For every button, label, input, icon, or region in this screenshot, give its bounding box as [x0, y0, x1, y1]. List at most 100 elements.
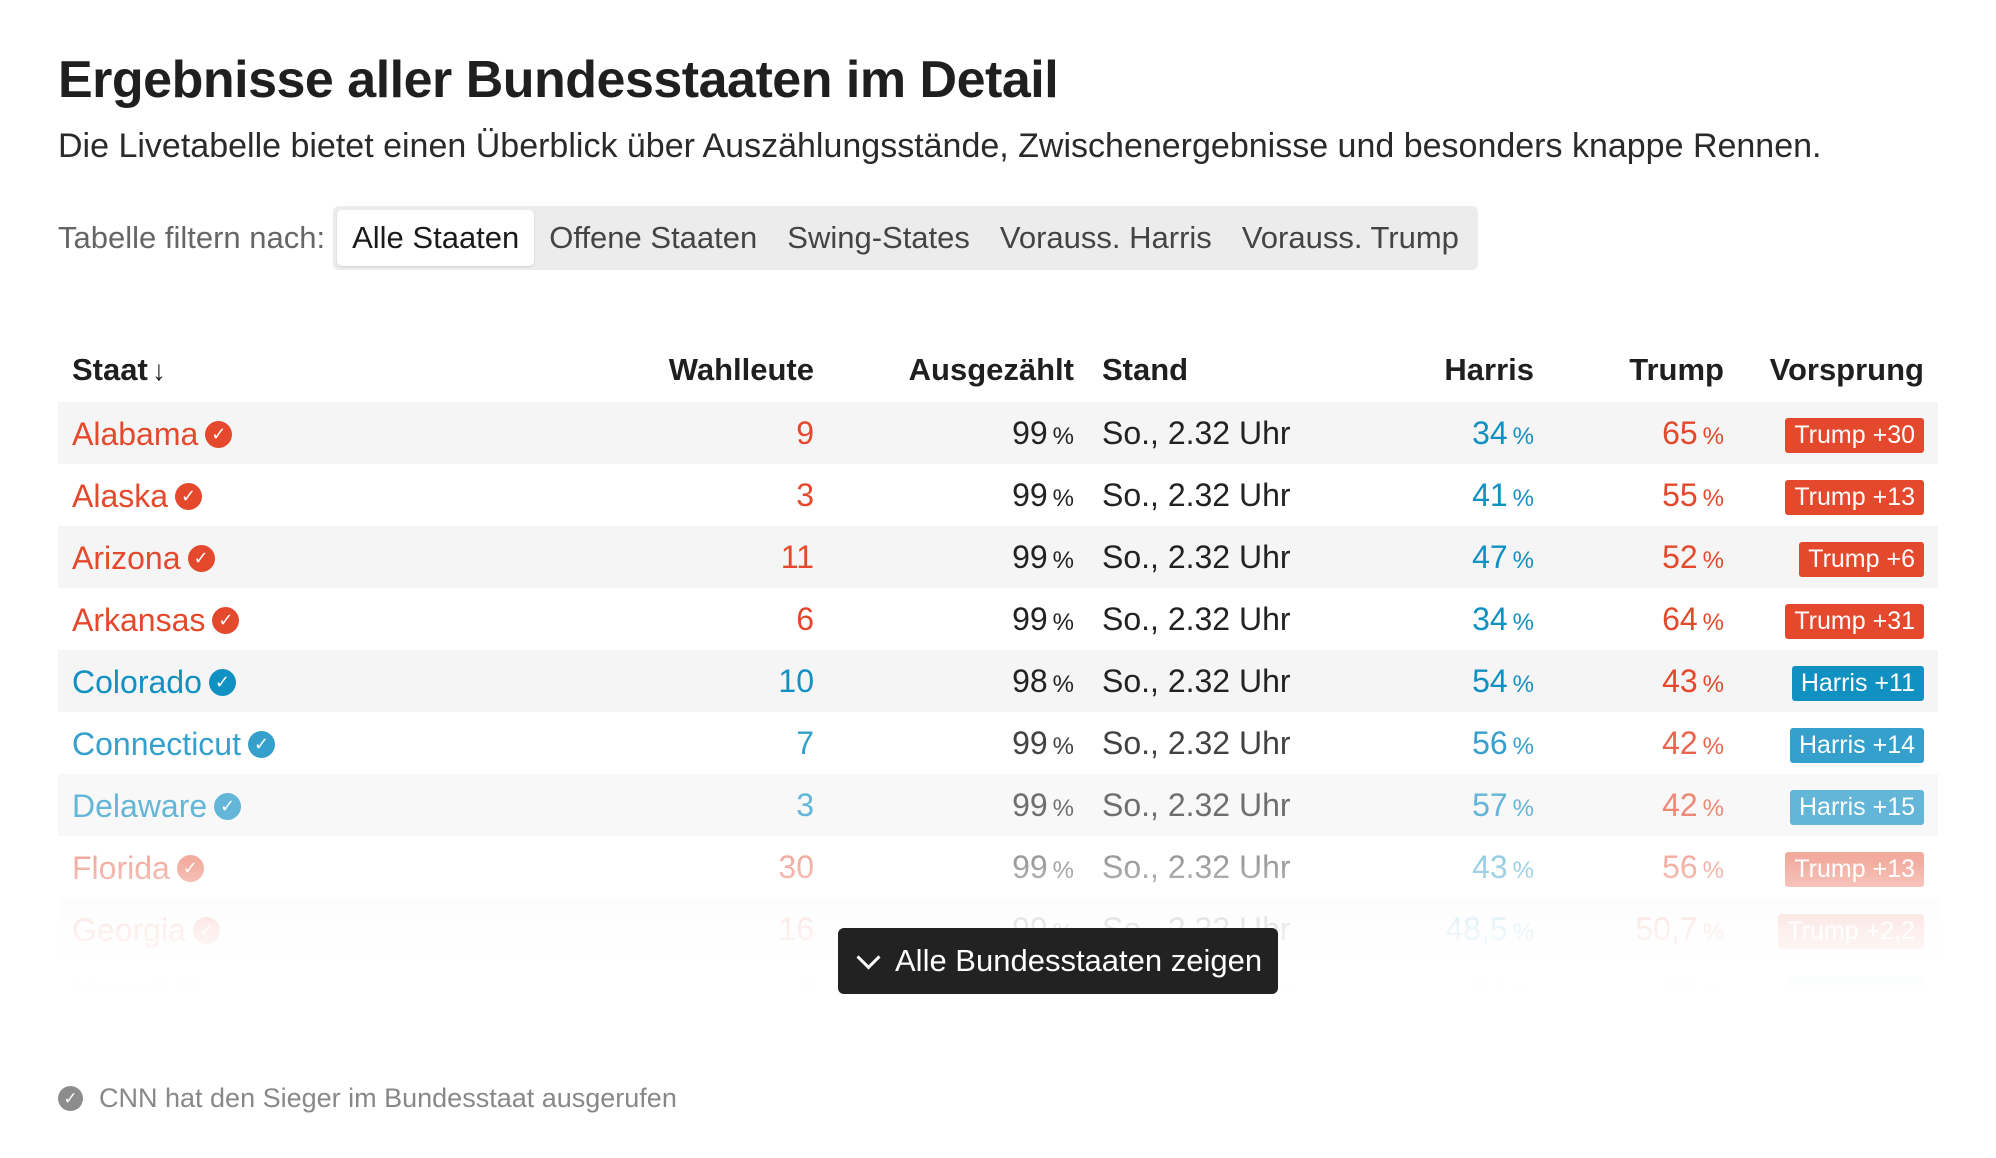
percent-sign: %	[1702, 732, 1724, 760]
lead-badge: Trump +6	[1799, 541, 1924, 577]
percent-sign: %	[1052, 670, 1074, 698]
lead-badge: Trump +31	[1785, 603, 1924, 639]
lead-cell: Trump +6	[1738, 526, 1938, 588]
filter-projected-trump[interactable]: Vorauss. Trump	[1241, 220, 1459, 255]
time-cell: So., 2.32 Uhr	[1088, 650, 1348, 712]
check-circle-icon: ✓	[208, 668, 236, 696]
percent-sign: %	[1512, 732, 1534, 760]
percent-sign: %	[1512, 670, 1534, 698]
percent-sign: %	[1512, 484, 1534, 512]
percent-sign: %	[1702, 856, 1724, 884]
table-row[interactable]: Alaska ✓ 3 99% So., 2.32 Uhr 41% 55% Trump +13	[58, 464, 1938, 526]
percent-sign: %	[1052, 484, 1074, 512]
table-row[interactable]: Arkansas ✓ 6 99% So., 2.32 Uhr 34% 64% Trump +3…	[58, 588, 1938, 650]
counted-cell: 98%	[828, 650, 1088, 712]
state-cell: Georgia ✓	[58, 898, 528, 960]
harris-cell: 47%	[1348, 526, 1548, 588]
results-table: Staat ↓ Wahlleute Ausgezählt Stand Harris…	[58, 338, 1938, 1022]
table-row[interactable]: Colorado ✓ 10 98% So., 2.32 Uhr 54% 43% Harris …	[58, 650, 1938, 712]
state-name: Florida	[72, 849, 170, 886]
trump-cell: 55%	[1662, 476, 1724, 513]
electors-cell: 6	[796, 600, 814, 637]
filter-segmented-control: Alle Staaten Offene Staaten Swing-States…	[333, 206, 1478, 270]
harris-cell: 34%	[1472, 600, 1534, 637]
page-subtitle: Die Livetabelle bietet einen Überblick ü…	[58, 127, 1822, 165]
trump-cell: 38%	[1662, 972, 1724, 1009]
trump-cell: 56%	[1662, 848, 1724, 885]
harris-cell: 54%	[1348, 650, 1548, 712]
table-row[interactable]: Arizona ✓ 11 99% So., 2.32 Uhr 47% 52% Trump +6	[58, 526, 1938, 588]
time-cell: So., 2.32 Uhr	[1102, 848, 1291, 885]
state-name: Delaware	[72, 787, 208, 824]
table-row[interactable]: Connecticut ✓ 7 99% So., 2.32 Uhr 56% 42% Harri…	[58, 712, 1938, 774]
state-name: Colorado	[72, 663, 202, 700]
check-circle-icon: ✓	[212, 606, 240, 634]
column-header-lead[interactable]: Vorsprung	[1769, 352, 1924, 387]
electors-cell: 3	[528, 774, 828, 836]
percent-sign: %	[1052, 422, 1074, 450]
lead-cell: Trump +13	[1738, 836, 1938, 898]
state-cell: Arkansas ✓	[58, 588, 528, 650]
trump-cell: 43%	[1548, 650, 1738, 712]
harris-cell: 48,5%	[1348, 898, 1548, 960]
lead-cell: Trump +30	[1738, 402, 1938, 464]
check-circle-icon: ✓	[247, 730, 275, 758]
trump-cell: 52%	[1548, 526, 1738, 588]
state-name: Alaska	[72, 477, 169, 514]
page-title: Ergebnisse aller Bundesstaaten im Detail	[58, 51, 1059, 109]
column-header-electors[interactable]: Wahlleute	[668, 352, 814, 387]
check-circle-icon: ✓	[58, 1086, 83, 1111]
state-cell: Alaska ✓	[58, 464, 528, 526]
state-cell: Delaware ✓	[58, 774, 528, 836]
check-circle-icon: ✓	[175, 482, 203, 510]
column-header-counted[interactable]: Ausgezählt	[908, 352, 1074, 387]
lead-cell: Harris +14	[1738, 712, 1938, 774]
state-cell: Colorado ✓	[58, 650, 528, 712]
column-header-state[interactable]: Staat ↓	[72, 352, 166, 387]
electors-cell: 30	[778, 848, 814, 885]
column-header-time[interactable]: Stand	[1102, 352, 1189, 387]
percent-sign: %	[1512, 856, 1534, 884]
table-row[interactable]: Delaware ✓ 3 99% So., 2.32 Uhr 57% 42% Harris +…	[58, 774, 1938, 836]
percent-sign: %	[1702, 546, 1724, 574]
counted-cell: 99%	[1012, 724, 1074, 761]
check-circle-icon: ✓	[175, 978, 203, 1006]
lead-badge: Harris +23	[1789, 975, 1924, 1011]
state-cell: Alabama ✓	[58, 402, 528, 464]
percent-sign: %	[1052, 856, 1074, 884]
show-all-label: Alle Bundesstaaten zeigen	[895, 943, 1263, 978]
filter-projected-harris[interactable]: Vorauss. Harris	[999, 220, 1212, 255]
filter-all-states[interactable]: Alle Staaten	[337, 210, 535, 266]
filter-open-states[interactable]: Offene Staaten	[549, 220, 758, 255]
filter-bar: Tabelle filtern nach: Alle Staaten Offen…	[58, 206, 1478, 270]
lead-badge: Harris +15	[1789, 789, 1924, 825]
table-row[interactable]: Florida ✓ 30 99% So., 2.32 Uhr 43% 56% Trump +1…	[58, 836, 1938, 898]
percent-sign: %	[1702, 918, 1724, 946]
lead-badge: Harris +14	[1789, 727, 1924, 763]
counted-cell: 99%	[828, 774, 1088, 836]
harris-cell: 61%	[1472, 972, 1534, 1009]
percent-sign: %	[1702, 484, 1724, 512]
state-cell: Florida ✓	[58, 836, 528, 898]
counted-cell: 99%	[828, 402, 1088, 464]
state-name: Georgia	[72, 911, 186, 948]
counted-cell: 99%	[828, 526, 1088, 588]
lead-badge: Trump +30	[1785, 417, 1924, 453]
check-circle-icon: ✓	[187, 544, 215, 572]
time-cell: So., 2.32 Uhr	[1102, 476, 1291, 513]
column-header-trump[interactable]: Trump	[1629, 352, 1724, 387]
percent-sign: %	[1702, 794, 1724, 822]
lead-badge: Trump +13	[1785, 479, 1924, 515]
trump-cell: 64%	[1662, 600, 1724, 637]
column-header-harris[interactable]: Harris	[1444, 352, 1534, 387]
counted-cell: 99%	[1012, 476, 1074, 513]
filter-label: Tabelle filtern nach:	[58, 220, 326, 255]
time-cell: So., 2.32 Uhr	[1102, 724, 1291, 761]
state-name: Arizona	[72, 539, 181, 576]
harris-cell: 56%	[1472, 724, 1534, 761]
filter-swing-states[interactable]: Swing-States	[787, 220, 970, 255]
show-all-states-button[interactable]: Alle Bundesstaaten zeigen	[838, 928, 1279, 994]
table-row[interactable]: Alabama ✓ 9 99% So., 2.32 Uhr 34% 65% Trump +30	[58, 402, 1938, 464]
state-name: Hawaii	[72, 973, 169, 1010]
state-name: Alabama	[72, 415, 199, 452]
